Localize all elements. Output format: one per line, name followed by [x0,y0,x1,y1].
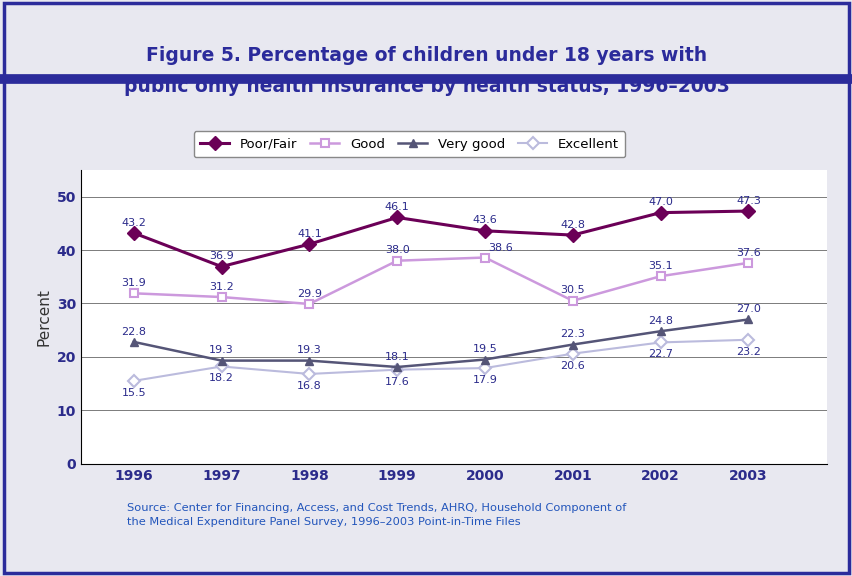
Text: 47.0: 47.0 [648,198,672,207]
Text: 20.6: 20.6 [560,361,584,370]
Legend: Poor/Fair, Good, Very good, Excellent: Poor/Fair, Good, Very good, Excellent [193,131,625,157]
Text: 24.8: 24.8 [648,316,672,326]
Text: 27.0: 27.0 [735,304,760,314]
Text: 43.6: 43.6 [472,215,497,225]
Text: 41.1: 41.1 [296,229,321,239]
Text: 19.3: 19.3 [296,345,321,355]
Text: 47.3: 47.3 [735,196,760,206]
Text: 17.9: 17.9 [472,375,497,385]
Text: 16.8: 16.8 [296,381,321,391]
Text: 15.5: 15.5 [121,388,146,398]
Text: 38.6: 38.6 [488,243,513,253]
Text: 22.3: 22.3 [560,329,584,339]
Text: 22.7: 22.7 [648,350,672,359]
Text: 35.1: 35.1 [648,261,672,271]
Text: 18.2: 18.2 [209,373,233,384]
Text: 38.0: 38.0 [384,245,409,255]
Text: Figure 5. Percentage of children under 18 years with
public only health insuranc: Figure 5. Percentage of children under 1… [124,46,728,96]
Text: 18.1: 18.1 [384,352,409,362]
Text: 31.2: 31.2 [209,282,233,291]
Text: 37.6: 37.6 [735,248,760,257]
Text: 23.2: 23.2 [735,347,760,357]
Text: 19.5: 19.5 [472,344,497,354]
Text: 29.9: 29.9 [296,289,321,298]
Text: 42.8: 42.8 [560,219,584,230]
Text: 46.1: 46.1 [384,202,409,212]
Text: 36.9: 36.9 [209,251,233,262]
Text: 30.5: 30.5 [560,286,584,295]
Text: 43.2: 43.2 [121,218,146,228]
Text: 17.6: 17.6 [384,377,409,386]
Text: Source: Center for Financing, Access, and Cost Trends, AHRQ, Household Component: Source: Center for Financing, Access, an… [127,502,625,526]
Y-axis label: Percent: Percent [36,288,51,346]
Text: 22.8: 22.8 [121,327,146,336]
Text: 31.9: 31.9 [121,278,146,288]
Text: 19.3: 19.3 [209,345,233,355]
